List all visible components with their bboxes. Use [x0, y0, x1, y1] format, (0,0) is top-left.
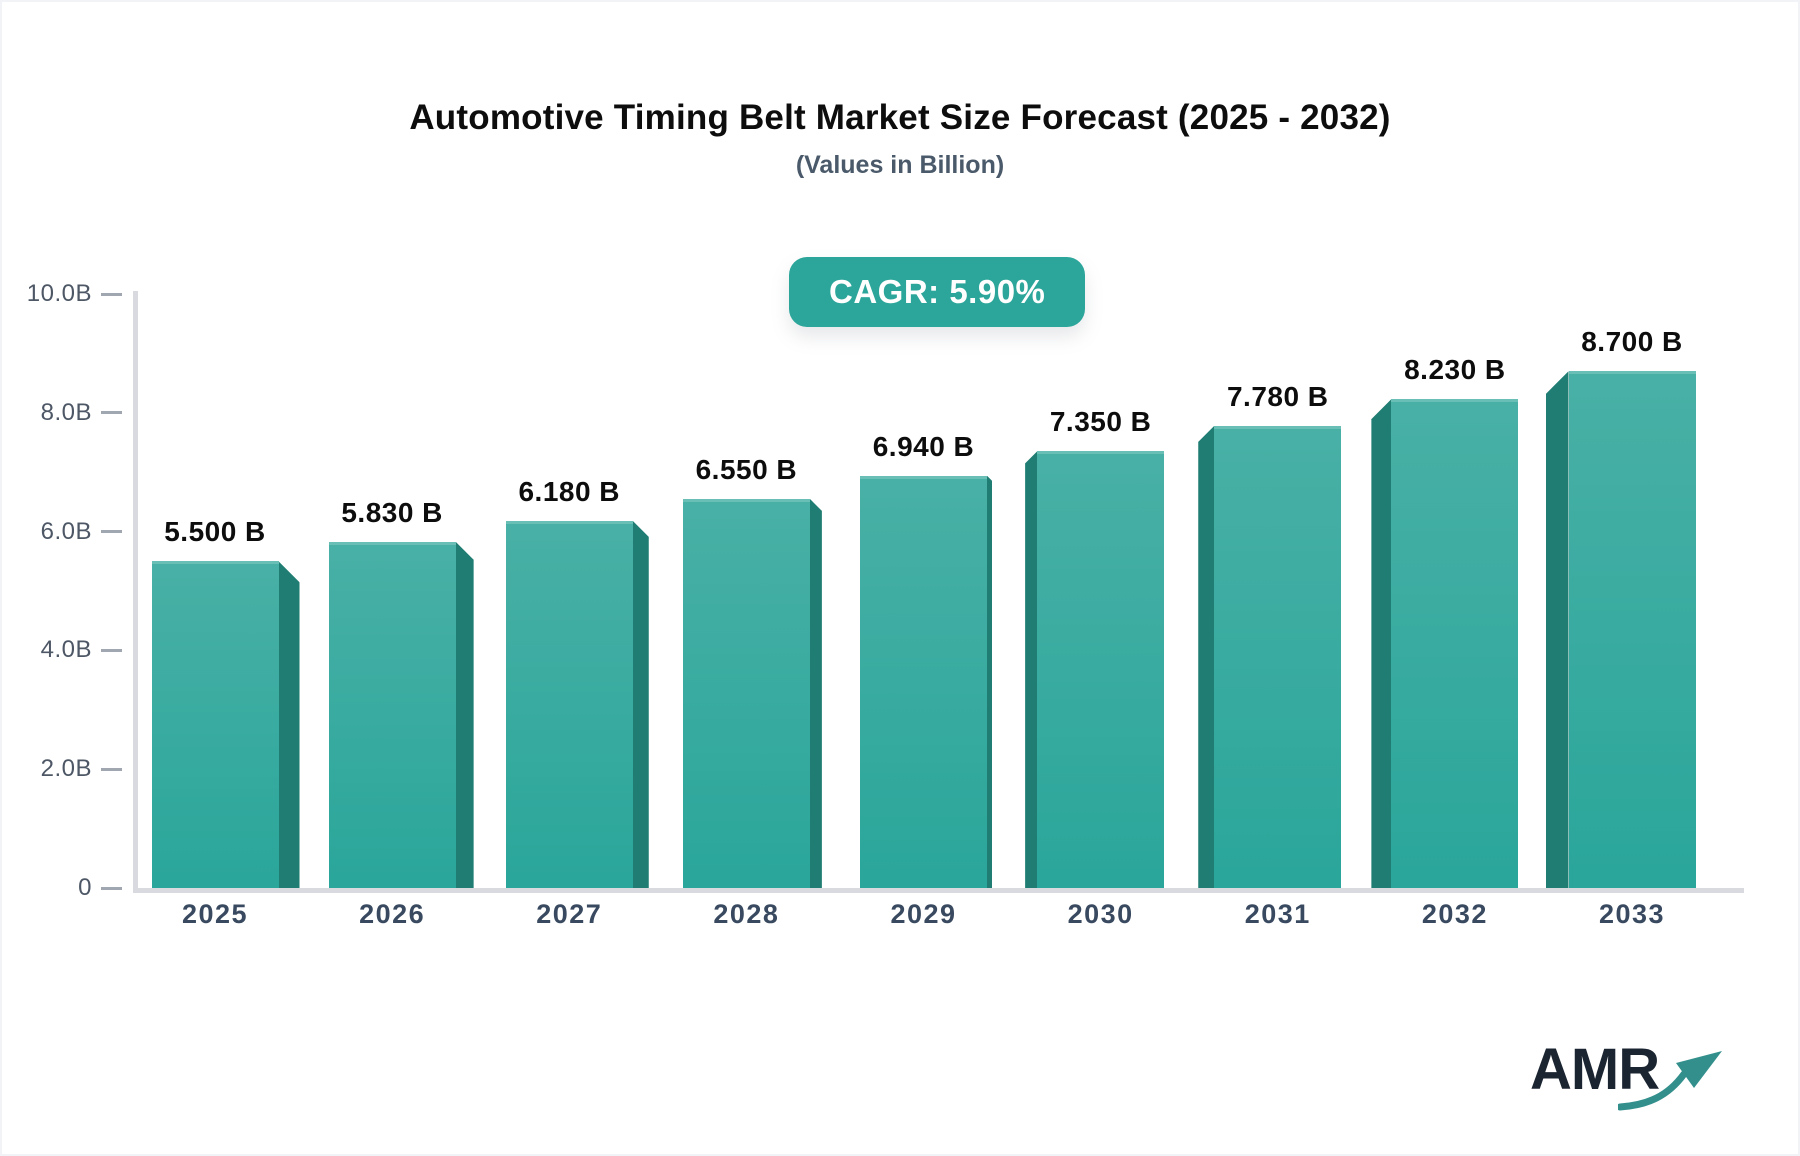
bar-2032[interactable]	[1371, 399, 1519, 888]
y-tick-label: 2.0B	[40, 755, 92, 783]
bar-value-label: 5.500 B	[164, 516, 266, 548]
bar-value-label: 8.700 B	[1581, 326, 1683, 358]
bar-2033[interactable]	[1545, 371, 1696, 888]
x-axis-line	[133, 888, 1744, 893]
x-label-2029: 2029	[890, 899, 957, 929]
logo-text: AMR	[1530, 1037, 1660, 1102]
bar-side-face	[455, 541, 474, 888]
bar-side-face	[1198, 425, 1215, 888]
bar-front-face	[505, 520, 633, 888]
bar-side-face	[1371, 399, 1392, 888]
x-label-2026: 2026	[359, 899, 426, 929]
x-label-2033: 2033	[1598, 899, 1666, 929]
bar-2029[interactable]	[860, 475, 992, 888]
y-tick-dash	[101, 530, 122, 534]
bar-side-face	[1025, 451, 1038, 888]
bar-value-label: 6.940 B	[872, 430, 975, 462]
bar-2028[interactable]	[682, 498, 822, 888]
y-tick-label: 6.0B	[40, 517, 92, 545]
bar-front-face	[1391, 399, 1519, 888]
bar-value-label: 7.780 B	[1226, 380, 1329, 412]
x-label-2032: 2032	[1421, 899, 1488, 929]
page-subtitle: (Values in Billion)	[795, 151, 1005, 179]
y-axis-line	[133, 291, 138, 892]
y-tick-dash	[101, 767, 122, 771]
bar-value-label: 7.350 B	[1049, 406, 1152, 438]
bar-2025[interactable]	[151, 561, 300, 888]
y-tick-dash	[101, 886, 122, 890]
y-tick-dash	[101, 411, 122, 415]
bar-front-face	[860, 475, 987, 888]
bar-front-face	[1214, 425, 1342, 888]
bar-front-face	[151, 561, 279, 888]
y-tick-dash	[101, 292, 122, 296]
page-title: Automotive Timing Belt Market Size Forec…	[409, 98, 1391, 137]
bar-side-face	[278, 561, 300, 888]
x-label-2031: 2031	[1244, 899, 1311, 929]
bar-2030[interactable]	[1025, 451, 1165, 888]
bar-side-face	[632, 520, 649, 888]
y-tick-label: 10.0B	[26, 280, 92, 307]
bar-side-face	[1545, 371, 1569, 888]
bar-front-face	[682, 498, 810, 888]
y-tick-label: 8.0B	[40, 398, 92, 426]
bar-value-label: 6.550 B	[695, 453, 798, 485]
x-label-2025: 2025	[181, 899, 249, 929]
bar-value-label: 8.230 B	[1404, 354, 1506, 386]
x-label-2027: 2027	[536, 899, 603, 929]
x-label-2028: 2028	[713, 899, 780, 929]
y-tick-label: 4.0B	[40, 636, 92, 664]
bar-2031[interactable]	[1198, 425, 1342, 888]
bar-value-label: 6.180 B	[518, 475, 621, 507]
bar-front-face	[328, 541, 456, 888]
bar-2027[interactable]	[505, 520, 649, 888]
bar-front-face	[1568, 371, 1696, 888]
y-tick-dash	[101, 648, 122, 652]
bar-side-face	[809, 498, 822, 888]
bar-front-face	[1037, 451, 1165, 888]
x-label-2030: 2030	[1067, 899, 1134, 929]
amr-logo: AMR	[1530, 1036, 1730, 1116]
bar-value-label: 5.830 B	[341, 496, 443, 528]
y-tick-label: 0	[78, 874, 92, 901]
bar-side-face	[987, 475, 992, 888]
bar-2026[interactable]	[328, 541, 474, 888]
logo-arrow-icon	[1618, 1051, 1722, 1111]
cagr-badge: CAGR: 5.90%	[789, 257, 1086, 327]
